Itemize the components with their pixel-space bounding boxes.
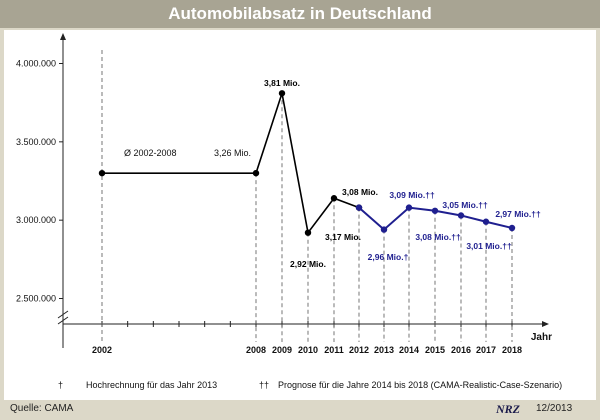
data-label: 2,96 Mio.† — [368, 252, 409, 262]
x-tick-label: 2014 — [399, 345, 419, 355]
actual-data-point — [278, 90, 286, 97]
y-tick-label: 3.500.000 — [16, 137, 56, 147]
actual-data-point — [330, 195, 338, 202]
chart-panel: 2.500.000 3.000.000 3.500.000 4.000.000 2002… — [4, 30, 596, 400]
line-chart: 2.500.000 3.000.000 3.500.000 4.000.000 2002… — [16, 33, 562, 390]
footnote-text: Hochrechnung für das Jahr 2013 — [86, 380, 217, 390]
forecast-data-point — [380, 226, 388, 233]
axis-break-mark — [57, 316, 69, 325]
data-label: 3,81 Mio. — [264, 78, 300, 88]
x-tick-label: 2002 — [92, 345, 112, 355]
forecast-data-point — [508, 224, 516, 232]
data-label: 3,17 Mio. — [325, 232, 361, 242]
data-label: 3,08 Mio. — [342, 187, 378, 197]
data-label: 3,09 Mio.†† — [389, 190, 435, 200]
footnote-mark: † — [58, 380, 63, 390]
average-value-label: 3,26 Mio. — [214, 148, 251, 158]
x-tick-label: 2009 — [272, 345, 292, 355]
y-tick-label: 4.000.000 — [16, 59, 56, 69]
forecast-data-point — [431, 207, 439, 214]
x-tick-label: 2010 — [298, 345, 318, 355]
title-bar: Automobilabsatz in Deutschland — [0, 0, 600, 28]
footnote-text: Prognose für die Jahre 2014 bis 2018 (CA… — [278, 380, 562, 390]
actual-data-point — [98, 169, 106, 177]
axis-break-mark — [57, 310, 69, 319]
x-tick-label: 2018 — [502, 345, 522, 355]
forecast-data-point — [405, 204, 413, 211]
y-tick-label: 2.500.000 — [16, 294, 56, 304]
brand-logo: NRZ — [496, 402, 520, 416]
source-note: Quelle: CAMA — [10, 403, 74, 414]
x-axis-label: Jahr — [531, 332, 552, 343]
forecast-data-point — [355, 204, 363, 211]
x-tick-label: 2016 — [451, 345, 471, 355]
actual-data-point — [304, 229, 312, 236]
data-label: 3,01 Mio.†† — [466, 241, 512, 251]
data-label: 3,08 Mio.†† — [415, 232, 461, 242]
publication-date: 12/2013 — [536, 403, 573, 414]
data-label: 2,92 Mio. — [290, 259, 326, 269]
x-tick-label: 2012 — [349, 345, 369, 355]
data-label: 3,05 Mio.†† — [442, 200, 488, 210]
forecast-data-point — [482, 218, 490, 225]
x-tick-label: 2015 — [425, 345, 445, 355]
actual-series-line — [102, 93, 360, 235]
forecast-data-point — [457, 212, 465, 219]
x-tick-label: 2017 — [476, 345, 496, 355]
y-axis-arrow — [60, 33, 66, 40]
footnote-mark: †† — [259, 380, 269, 390]
footer: Quelle: CAMA NRZ 12/2013 — [0, 400, 600, 420]
average-label: Ø 2002-2008 — [124, 148, 177, 158]
data-label: 2,97 Mio.†† — [495, 209, 541, 219]
x-tick-label: 2013 — [374, 345, 394, 355]
x-tick-label: 2011 — [324, 345, 344, 355]
x-tick-label: 2008 — [246, 345, 266, 355]
actual-data-point — [252, 169, 260, 177]
y-tick-label: 3.000.000 — [16, 215, 56, 225]
chart-title: Automobilabsatz in Deutschland — [168, 4, 432, 23]
x-axis-arrow — [542, 321, 549, 327]
